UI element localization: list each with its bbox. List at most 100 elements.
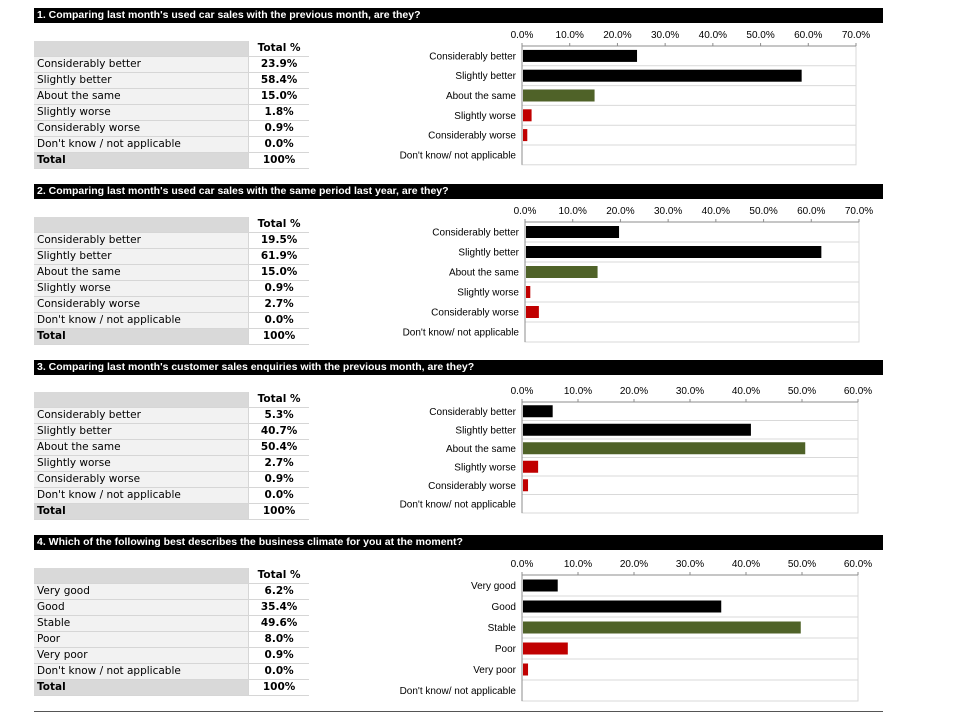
total-label: Total — [34, 152, 249, 169]
table-row: Considerably better 19.5% — [34, 232, 309, 249]
table-row: About the same 15.0% — [34, 88, 309, 105]
table-row: Considerably worse 0.9% — [34, 471, 309, 488]
tick-label: 20.0% — [603, 30, 631, 41]
table-header-row: Total % — [34, 392, 309, 408]
table-header-row: Total % — [34, 568, 309, 584]
category-label: Don't know/ not applicable — [403, 328, 520, 339]
row-value: 0.0% — [248, 663, 309, 680]
row-value: 5.3% — [248, 407, 309, 424]
category-label: Slightly better — [458, 248, 519, 259]
row-value: 0.9% — [248, 647, 309, 664]
table-row: Very good 6.2% — [34, 583, 309, 600]
table-header-total: Total % — [248, 392, 309, 408]
category-label: Considerably better — [429, 407, 516, 418]
total-label: Total — [34, 679, 249, 696]
row-value: 0.0% — [248, 136, 309, 153]
category-label: Good — [492, 602, 516, 613]
row-label: Don't know / not applicable — [34, 312, 249, 329]
category-label: Considerably better — [432, 228, 519, 239]
table-total-row: Total 100% — [34, 328, 309, 345]
row-value: 0.0% — [248, 312, 309, 329]
table-row: Stable 49.6% — [34, 615, 309, 632]
row-value: 2.7% — [248, 296, 309, 313]
bar — [526, 226, 620, 238]
row-label: Considerably better — [34, 56, 249, 73]
question-title: 3. Comparing last month's customer sales… — [34, 360, 883, 375]
total-label: Total — [34, 328, 249, 345]
tick-label: 70.0% — [845, 206, 873, 217]
tick-label: 50.0% — [749, 206, 777, 217]
bar — [526, 286, 531, 298]
tick-label: 0.0% — [511, 30, 534, 41]
category-label: Poor — [495, 644, 517, 655]
row-value: 0.9% — [248, 471, 309, 488]
row-label: Slightly worse — [34, 280, 249, 297]
table-row: Slightly better 58.4% — [34, 72, 309, 89]
bar — [523, 129, 528, 142]
row-label: Very good — [34, 583, 249, 600]
results-table: Total % Very good 6.2% Good 35.4% Stable 49… — [34, 568, 309, 696]
row-value: 19.5% — [248, 232, 309, 249]
category-label: Considerably better — [429, 51, 516, 62]
tick-label: 20.0% — [620, 386, 648, 397]
row-label: Slightly better — [34, 248, 249, 265]
table-row: Considerably better 5.3% — [34, 407, 309, 424]
bar-chart: 0.0% 10.0% 20.0% 30.0% 40.0% 50.0% 60.0% Consid… — [400, 386, 872, 514]
bar — [526, 306, 539, 318]
table-header-blank — [34, 392, 249, 408]
category-label: Don't know/ not applicable — [400, 499, 517, 510]
row-value: 0.0% — [248, 487, 309, 504]
table-row: Considerably worse 2.7% — [34, 296, 309, 313]
category-label: Considerably worse — [428, 131, 516, 142]
bar — [523, 89, 595, 102]
table-header-total: Total % — [248, 568, 309, 584]
table-row: Very poor 0.9% — [34, 647, 309, 664]
bar — [526, 246, 822, 258]
bar — [523, 600, 722, 613]
bar — [523, 663, 529, 676]
row-value: 15.0% — [248, 88, 309, 105]
table-row: Considerably worse 0.9% — [34, 120, 309, 137]
tick-label: 60.0% — [797, 206, 825, 217]
total-value: 100% — [248, 328, 309, 345]
row-label: Don't know / not applicable — [34, 663, 249, 680]
tick-label: 0.0% — [511, 386, 534, 397]
row-label: Don't know / not applicable — [34, 487, 249, 504]
table-row: Good 35.4% — [34, 599, 309, 616]
tick-label: 60.0% — [844, 559, 872, 570]
row-label: Slightly worse — [34, 455, 249, 472]
bar — [523, 49, 638, 62]
tick-label: 30.0% — [676, 386, 704, 397]
total-value: 100% — [248, 679, 309, 696]
tick-label: 70.0% — [842, 30, 870, 41]
table-row: About the same 15.0% — [34, 264, 309, 281]
tick-label: 10.0% — [556, 30, 584, 41]
row-value: 35.4% — [248, 599, 309, 616]
row-label: Good — [34, 599, 249, 616]
question-title: 2. Comparing last month's used car sales… — [34, 184, 883, 199]
table-row: Slightly worse 0.9% — [34, 280, 309, 297]
row-label: Considerably worse — [34, 120, 249, 137]
total-value: 100% — [248, 503, 309, 520]
table-row: Slightly better 40.7% — [34, 423, 309, 440]
row-label: Considerably better — [34, 232, 249, 249]
category-label: Very good — [471, 581, 516, 592]
category-label: Slightly better — [455, 425, 516, 436]
row-label: Slightly better — [34, 72, 249, 89]
bar — [523, 642, 568, 655]
bar — [523, 69, 802, 82]
row-label: Don't know / not applicable — [34, 136, 249, 153]
results-table: Total % Considerably better 5.3% Slightly… — [34, 392, 309, 520]
table-header-blank — [34, 217, 249, 233]
tick-label: 0.0% — [511, 559, 534, 570]
bar — [523, 423, 751, 436]
category-label: Don't know/ not applicable — [400, 150, 517, 161]
table-row: Don't know / not applicable 0.0% — [34, 487, 309, 504]
tick-label: 0.0% — [514, 206, 537, 217]
table-row: Slightly better 61.9% — [34, 248, 309, 265]
row-value: 1.8% — [248, 104, 309, 121]
bar — [523, 621, 801, 634]
table-total-row: Total 100% — [34, 679, 309, 696]
tick-label: 50.0% — [746, 30, 774, 41]
tick-label: 40.0% — [732, 386, 760, 397]
